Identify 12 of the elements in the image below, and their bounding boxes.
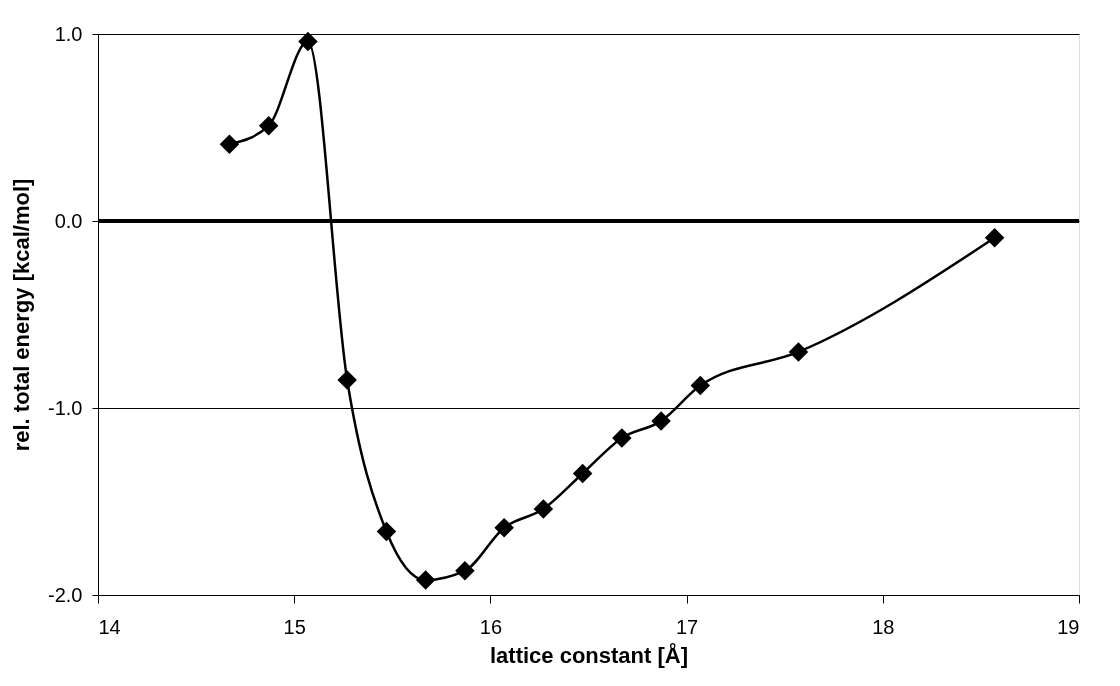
x-tick-label: 16 — [479, 615, 503, 638]
y-axis-title: rel. total energy [kcal/mol] — [9, 178, 35, 452]
y-tick-label: 1.0 — [54, 22, 83, 45]
x-tick-label: 15 — [283, 615, 306, 638]
x-tick-label: 19 — [1057, 615, 1080, 638]
x-tick-label: 18 — [872, 615, 895, 638]
x-axis-title: lattice constant [Å] — [489, 641, 689, 668]
y-tick-label: -2.0 — [48, 583, 83, 606]
y-tick-label: -1.0 — [48, 396, 83, 419]
x-tick-label: 17 — [675, 615, 699, 638]
x-tick-label: 14 — [98, 615, 121, 638]
y-tick-label: 0.0 — [54, 209, 83, 232]
